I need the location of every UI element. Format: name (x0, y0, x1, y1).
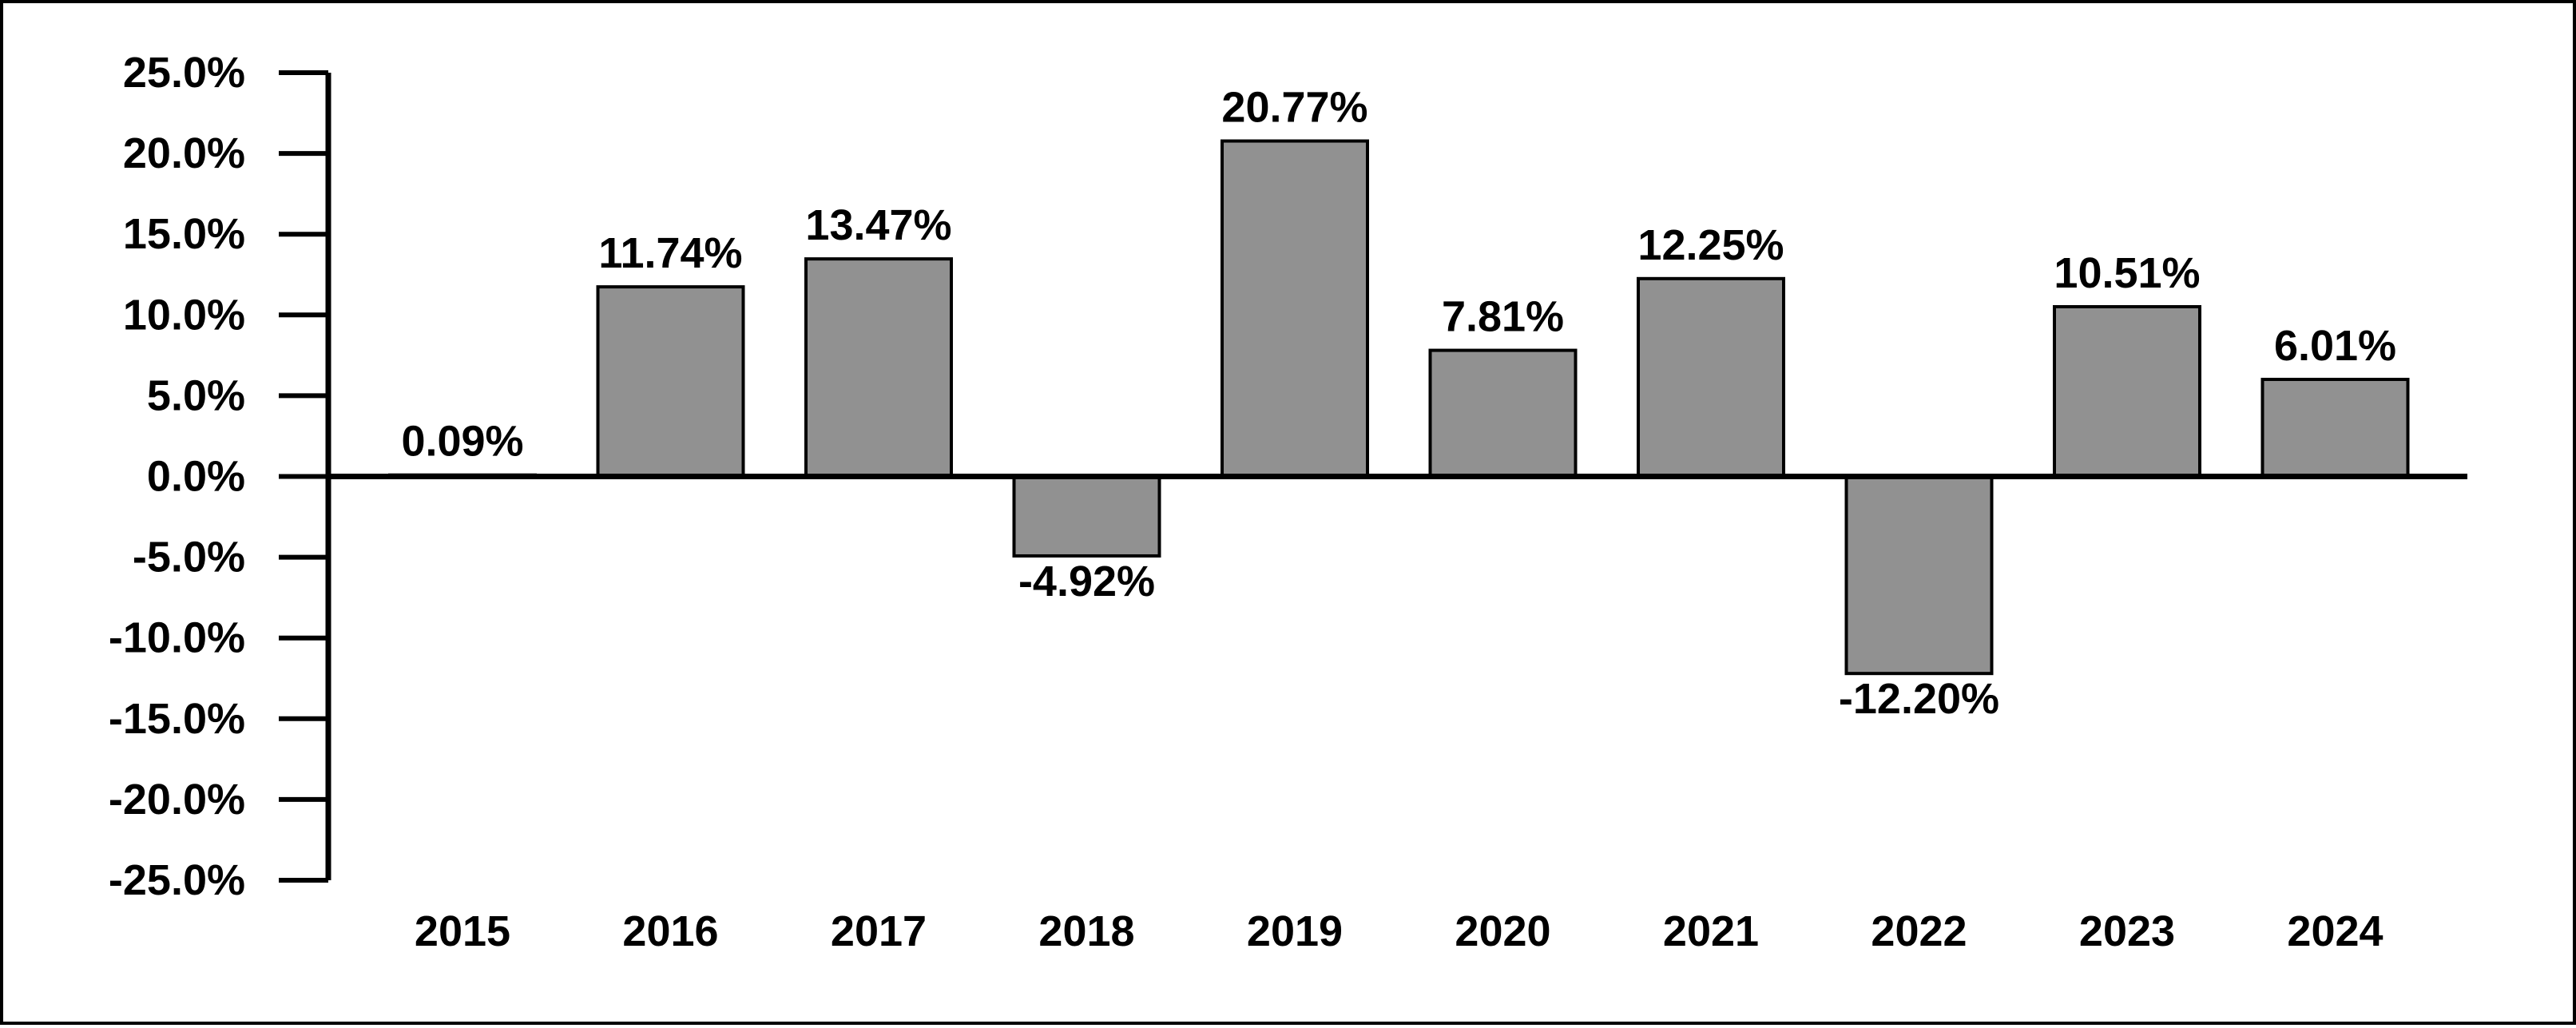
bar-2020 (1428, 348, 1578, 478)
y-tick-label: -5.0% (133, 534, 245, 581)
bar-2016 (596, 285, 745, 478)
data-label-2022: -12.20% (1839, 675, 1999, 723)
y-tick-label: -15.0% (109, 695, 245, 743)
data-label-2016: 11.74% (598, 229, 742, 277)
bar-2023 (2053, 304, 2201, 478)
bar-2017 (804, 257, 953, 478)
y-tick-label: 20.0% (123, 129, 245, 177)
data-label-2024: 6.01% (2274, 322, 2396, 370)
y-tick-label: 0.0% (147, 453, 245, 501)
data-label-2023: 10.51% (2054, 249, 2200, 297)
data-label-2015: 0.09% (401, 418, 523, 466)
x-tick-label-2016: 2016 (622, 907, 718, 955)
bar-2022 (1844, 474, 1994, 676)
bar-2024 (2260, 377, 2410, 478)
y-axis: 25.0% 20.0% 15.0% 10.0% 5.0% 0.0% -5.0% -10.0% -… (109, 49, 331, 904)
data-label-2019: 20.77% (1221, 84, 1367, 132)
x-tick-label-2019: 2019 (1247, 907, 1343, 955)
y-tick-label: -10.0% (109, 614, 245, 662)
x-tick-label-2018: 2018 (1038, 907, 1134, 955)
data-labels: 0.09% 11.74% 13.47% -4.92% 20.77% 7.81% 12.25%… (401, 84, 2396, 724)
x-tick-label-2017: 2017 (831, 907, 927, 955)
y-tick-label: 15.0% (123, 210, 245, 258)
data-label-2020: 7.81% (1442, 293, 1564, 341)
y-tick-label: 10.0% (123, 291, 245, 339)
bar-2021 (1637, 276, 1785, 478)
x-tick-label-2024: 2024 (2287, 907, 2383, 955)
y-tick-label: 25.0% (123, 49, 245, 97)
y-tick-label: 5.0% (147, 371, 245, 419)
y-tick-label: -25.0% (109, 856, 245, 904)
data-label-2018: -4.92% (1018, 558, 1155, 605)
x-axis-tick-labels: 2015 2016 2017 2018 2019 2020 2021 2022 2023 2024 (415, 907, 2383, 955)
x-tick-label-2021: 2021 (1663, 907, 1759, 955)
x-tick-label-2023: 2023 (2079, 907, 2175, 955)
y-tick-label: -20.0% (109, 776, 245, 824)
data-label-2017: 13.47% (805, 201, 951, 249)
x-tick-label-2022: 2022 (1871, 907, 1967, 955)
bar-2019 (1221, 139, 1369, 478)
bar-2018 (1012, 474, 1161, 558)
bars (388, 139, 2410, 676)
bar-chart: 25.0% 20.0% 15.0% 10.0% 5.0% 0.0% -5.0% -10.0% -… (109, 49, 2467, 955)
data-label-2021: 12.25% (1637, 221, 1784, 269)
x-tick-label-2020: 2020 (1455, 907, 1550, 955)
x-tick-label-2015: 2015 (415, 907, 510, 955)
